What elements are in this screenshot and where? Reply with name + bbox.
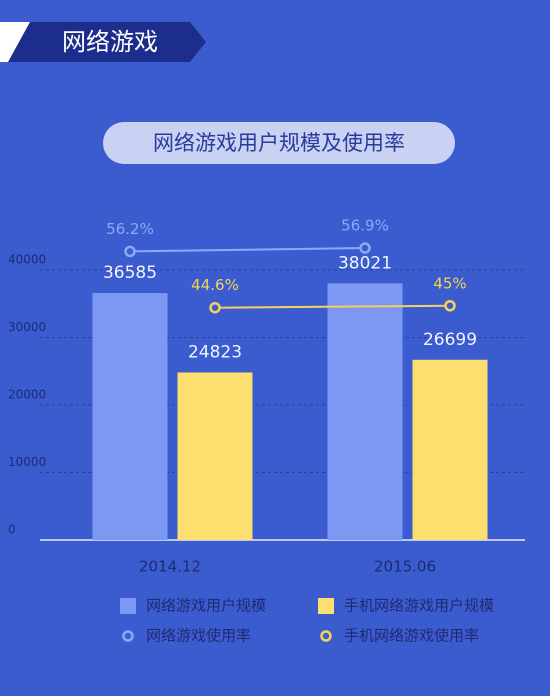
- legend-label: 网络游戏使用率: [146, 627, 251, 645]
- rate-point: [359, 242, 371, 254]
- legend-marker: [320, 630, 332, 642]
- banner: [8, 22, 206, 62]
- bar-value-label: 36585: [103, 263, 157, 283]
- chart-title: 网络游戏用户规模及使用率: [153, 131, 405, 155]
- header-title: 网络游戏: [62, 28, 158, 56]
- legend-label: 手机网络游戏用户规模: [344, 597, 494, 615]
- bar-value-label: 38021: [338, 253, 392, 273]
- rate-line: [214, 304, 451, 309]
- bar-value-label: 26699: [423, 330, 477, 350]
- y-tick-label: 0: [8, 523, 16, 537]
- rate-value-label: 44.6%: [191, 276, 239, 294]
- y-tick-label: 10000: [8, 455, 46, 469]
- rate-point: [124, 245, 136, 258]
- y-tick-label: 20000: [8, 388, 46, 402]
- rate-value-label: 45%: [433, 274, 466, 292]
- rate-value-label: 56.2%: [106, 220, 154, 238]
- legend-label: 网络游戏用户规模: [146, 597, 266, 615]
- legend-label: 手机网络游戏使用率: [344, 627, 479, 645]
- bar: [92, 293, 168, 540]
- rate-point: [444, 300, 456, 312]
- rate-line: [129, 247, 366, 253]
- x-tick-label: 2015.06: [374, 558, 436, 576]
- y-tick-label: 40000: [8, 253, 46, 267]
- x-tick-label: 2014.12: [139, 558, 201, 576]
- rate-point: [209, 301, 221, 314]
- legend-marker: [122, 630, 134, 642]
- legend-swatch: [318, 598, 334, 614]
- bar-value-label: 24823: [188, 342, 242, 362]
- legend-swatch: [120, 598, 136, 614]
- rate-value-label: 56.9%: [341, 217, 389, 235]
- y-tick-label: 30000: [8, 320, 46, 334]
- title-pill: [103, 122, 455, 164]
- bar: [412, 359, 488, 540]
- bar: [327, 283, 403, 540]
- bar: [177, 372, 253, 540]
